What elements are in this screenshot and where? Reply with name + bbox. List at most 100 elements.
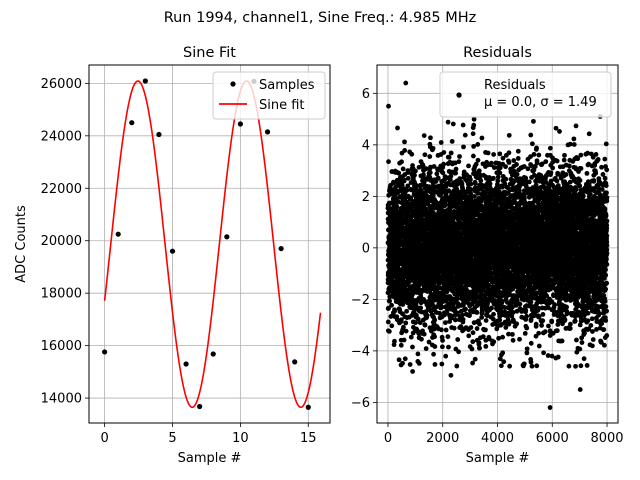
residual-point xyxy=(408,195,414,201)
residual-point xyxy=(491,339,497,345)
residual-point xyxy=(456,159,462,165)
residual-point xyxy=(400,166,406,172)
residual-point xyxy=(396,170,402,176)
residual-point xyxy=(468,187,474,192)
residual-point xyxy=(403,328,409,334)
residual-point xyxy=(443,327,449,333)
sine-fit-ytick-label: 24000 xyxy=(41,129,82,144)
residual-point xyxy=(439,304,445,310)
residual-point xyxy=(507,363,513,369)
residual-point xyxy=(506,132,512,138)
residual-point xyxy=(412,172,417,178)
residual-point xyxy=(448,173,454,179)
sine-fit-ticks: 0 5 10 151400016000180002000022000240002600… xyxy=(41,77,317,446)
residual-point xyxy=(421,331,427,337)
residual-point xyxy=(424,313,430,318)
residual-point xyxy=(405,175,411,181)
residual-point xyxy=(486,282,492,288)
residual-point xyxy=(431,351,436,357)
residual-point xyxy=(460,317,466,322)
residual-point xyxy=(471,122,477,128)
residual-point xyxy=(506,150,512,156)
residual-point xyxy=(468,325,474,330)
residual-point xyxy=(432,334,438,340)
residual-point xyxy=(472,356,478,362)
residual-point xyxy=(439,344,445,350)
residual-point xyxy=(509,331,515,337)
residual-point xyxy=(461,144,466,150)
sine-fit-legend-label: Sine fit xyxy=(259,98,305,113)
sample-point xyxy=(292,359,298,365)
residual-point xyxy=(400,360,405,366)
residual-point xyxy=(478,178,484,184)
residual-point xyxy=(405,170,411,175)
residual-point xyxy=(395,125,400,131)
sine-fit-xtick-label: 15 xyxy=(300,431,317,446)
residual-point xyxy=(476,340,482,345)
residual-point xyxy=(418,305,424,311)
residual-point xyxy=(450,121,456,127)
sine-fit-ytick-label: 26000 xyxy=(41,77,82,92)
residual-point xyxy=(495,174,501,180)
residual-point xyxy=(407,362,413,367)
residual-point xyxy=(443,353,449,359)
residual-point xyxy=(394,204,400,210)
sample-point xyxy=(278,245,284,252)
residual-point xyxy=(468,181,474,187)
residual-point xyxy=(454,363,460,369)
residual-point xyxy=(415,351,421,357)
residual-point xyxy=(432,317,438,323)
residual-point xyxy=(422,322,428,328)
residual-point xyxy=(400,302,406,307)
residual-point xyxy=(402,139,407,145)
sample-point xyxy=(102,349,108,355)
residual-point xyxy=(402,356,408,362)
residual-point xyxy=(467,312,472,318)
residual-point xyxy=(462,132,468,138)
residual-point xyxy=(472,181,478,186)
residual-point xyxy=(432,362,438,367)
residual-point xyxy=(416,361,422,366)
sample-point xyxy=(156,131,162,138)
residual-point xyxy=(432,344,438,349)
residual-point xyxy=(428,135,433,141)
residual-point xyxy=(423,166,429,172)
residual-point xyxy=(500,350,506,356)
residual-point xyxy=(417,320,423,326)
residual-point xyxy=(438,327,444,333)
residual-point xyxy=(413,184,419,190)
residual-point xyxy=(479,135,485,141)
residual-point xyxy=(388,314,394,319)
residual-point xyxy=(409,151,415,157)
residual-point xyxy=(470,339,476,345)
residual-point xyxy=(470,330,476,336)
residual-point xyxy=(489,305,494,311)
residual-point xyxy=(510,337,516,343)
residual-point xyxy=(475,191,481,196)
residual-point xyxy=(471,116,477,122)
residual-point xyxy=(483,344,489,349)
residual-point xyxy=(515,156,521,161)
residual-point xyxy=(441,150,447,155)
sine-fit-xtick-label: 5 xyxy=(168,431,176,446)
residual-point xyxy=(476,168,482,174)
residual-point xyxy=(404,187,410,193)
samples-legend-label: Samples xyxy=(259,78,315,93)
sample-point xyxy=(264,129,271,135)
residual-point xyxy=(456,349,461,355)
sine-fit-panel: Sine Fit 0 5 10 151400016000180002000022000… xyxy=(14,45,331,466)
residual-point xyxy=(430,145,436,151)
residual-point xyxy=(401,177,407,183)
residual-point xyxy=(466,163,471,169)
sine-fit-frame xyxy=(88,64,331,424)
sample-point xyxy=(129,120,135,126)
sine-fit-line xyxy=(103,80,322,409)
residual-point xyxy=(385,319,391,325)
sample-point xyxy=(210,351,216,357)
residual-point xyxy=(441,161,447,167)
residual-point xyxy=(515,148,521,154)
residual-point xyxy=(435,175,441,181)
residual-point xyxy=(514,171,520,177)
residual-point xyxy=(491,175,496,181)
residual-point xyxy=(440,338,445,343)
